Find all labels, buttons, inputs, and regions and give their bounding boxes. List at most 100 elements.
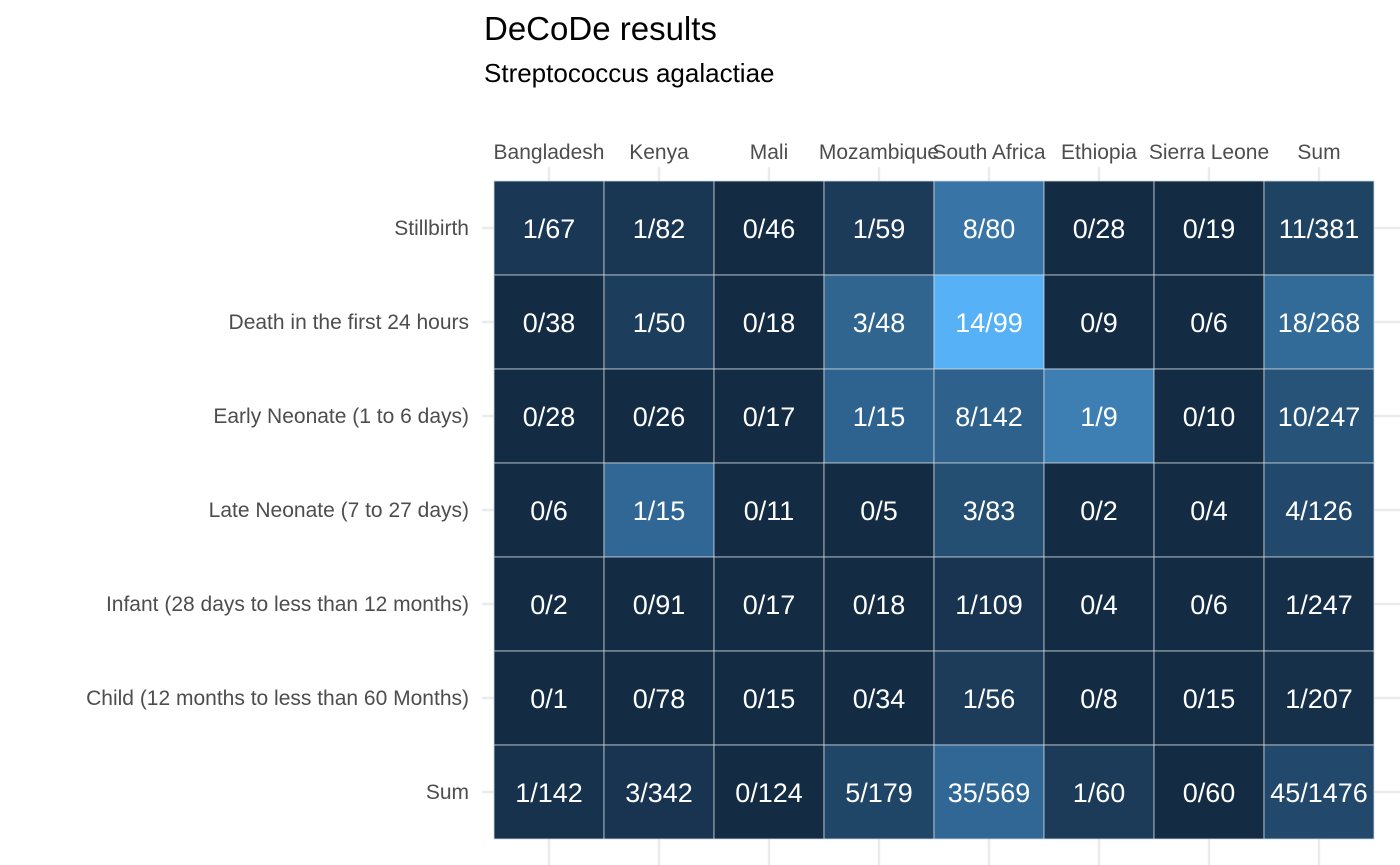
heatmap-cell-rect (1263, 556, 1375, 652)
heatmap-cell-rect (603, 462, 715, 558)
heatmap-cell: 45/1476 (1263, 744, 1375, 840)
heatmap-cell: 1/9 (1043, 368, 1155, 464)
cell-value-label: 0/38 (523, 308, 576, 338)
x-tick-label: Kenya (629, 141, 689, 164)
heatmap-cell-rect (1153, 180, 1265, 276)
heatmap-cell-rect (933, 462, 1045, 558)
chart-title: DeCoDe results (484, 10, 717, 47)
heatmap-cell: 0/34 (823, 650, 935, 746)
cell-value-label: 1/15 (853, 402, 906, 432)
cell-value-label: 1/56 (963, 684, 1016, 714)
heatmap-cell-rect (1153, 744, 1265, 840)
heatmap-cell: 11/381 (1263, 180, 1375, 276)
heatmap-cells: 1/67 1/82 0/46 1/59 8/80 0/28 0/19 11/381 0/38 1/… (493, 180, 1375, 840)
cell-value-label: 4/126 (1285, 496, 1353, 526)
heatmap-cell: 0/18 (823, 556, 935, 652)
heatmap-cell: 0/17 (713, 368, 825, 464)
cell-value-label: 18/268 (1278, 308, 1361, 338)
heatmap-cell: 0/78 (603, 650, 715, 746)
heatmap-cell-rect (933, 650, 1045, 746)
x-tick-label: Sum (1297, 141, 1340, 164)
cell-value-label: 1/15 (633, 496, 686, 526)
heatmap-cell-rect (493, 650, 605, 746)
cell-value-label: 0/60 (1183, 778, 1236, 808)
cell-value-label: 0/124 (735, 778, 803, 808)
heatmap-cell-rect (1263, 744, 1375, 840)
cell-value-label: 45/1476 (1270, 778, 1368, 808)
heatmap-cell-rect (823, 368, 935, 464)
cell-value-label: 0/2 (530, 590, 568, 620)
heatmap-cell-rect (1263, 650, 1375, 746)
cell-value-label: 0/78 (633, 684, 686, 714)
heatmap-cell-rect (603, 274, 715, 370)
heatmap-cell: 0/26 (603, 368, 715, 464)
x-tick-label: Mali (750, 141, 789, 164)
cell-value-label: 0/46 (743, 214, 796, 244)
heatmap-cell: 1/247 (1263, 556, 1375, 652)
heatmap-cell-rect (713, 368, 825, 464)
cell-value-label: 0/6 (530, 496, 568, 526)
cell-value-label: 8/142 (955, 402, 1023, 432)
cell-value-label: 1/67 (523, 214, 576, 244)
heatmap-cell-rect (1043, 180, 1155, 276)
y-tick-label: Late Neonate (7 to 27 days) (209, 499, 469, 522)
heatmap-cell: 0/17 (713, 556, 825, 652)
heatmap-cell: 0/15 (713, 650, 825, 746)
chart-subtitle: Streptococcus agalactiae (484, 58, 775, 88)
cell-value-label: 0/26 (633, 402, 686, 432)
heatmap-cell: 0/4 (1153, 462, 1265, 558)
x-tick-label: Sierra Leone (1149, 141, 1269, 164)
cell-value-label: 0/18 (743, 308, 796, 338)
heatmap-cell: 0/124 (713, 744, 825, 840)
heatmap-cell: 0/91 (603, 556, 715, 652)
cell-value-label: 3/48 (853, 308, 906, 338)
heatmap-cell: 14/99 (933, 274, 1045, 370)
cell-value-label: 0/18 (853, 590, 906, 620)
heatmap-cell: 0/15 (1153, 650, 1265, 746)
heatmap-cell-rect (933, 368, 1045, 464)
y-tick-label: Child (12 months to less than 60 Months) (86, 687, 469, 710)
y-tick-label: Sum (426, 781, 469, 804)
cell-value-label: 3/342 (625, 778, 693, 808)
heatmap-cell: 1/15 (603, 462, 715, 558)
heatmap-cell: 0/5 (823, 462, 935, 558)
heatmap-cell: 0/18 (713, 274, 825, 370)
cell-value-label: 1/207 (1285, 684, 1353, 714)
heatmap-cell: 0/28 (1043, 180, 1155, 276)
heatmap-cell: 1/50 (603, 274, 715, 370)
heatmap-cell: 0/9 (1043, 274, 1155, 370)
cell-value-label: 1/247 (1285, 590, 1353, 620)
heatmap-cell-rect (1043, 462, 1155, 558)
heatmap-cell: 0/10 (1153, 368, 1265, 464)
heatmap-cell-rect (1263, 274, 1375, 370)
y-tick-label: Stillbirth (394, 217, 469, 240)
heatmap-cell: 1/82 (603, 180, 715, 276)
y-tick-labels: Stillbirth Death in the first 24 hours Ear… (86, 217, 469, 804)
heatmap-cell-rect (1043, 556, 1155, 652)
cell-value-label: 0/11 (744, 496, 795, 526)
heatmap-cell-rect (1153, 650, 1265, 746)
heatmap-cell: 0/6 (1153, 556, 1265, 652)
cell-value-label: 14/99 (955, 308, 1023, 338)
heatmap-cell-rect (1263, 462, 1375, 558)
heatmap-cell: 1/67 (493, 180, 605, 276)
heatmap-cell-rect (1153, 368, 1265, 464)
heatmap-cell: 0/2 (1043, 462, 1155, 558)
cell-value-label: 0/17 (743, 402, 796, 432)
heatmap-cell: 1/59 (823, 180, 935, 276)
heatmap-cell-rect (823, 180, 935, 276)
heatmap-cell: 1/15 (823, 368, 935, 464)
cell-value-label: 1/60 (1073, 778, 1126, 808)
cell-value-label: 0/8 (1080, 684, 1118, 714)
heatmap-cell: 4/126 (1263, 462, 1375, 558)
cell-value-label: 0/19 (1183, 214, 1236, 244)
x-tick-label: Mozambique (819, 141, 939, 164)
cell-value-label: 0/6 (1190, 308, 1228, 338)
heatmap-cell: 3/83 (933, 462, 1045, 558)
heatmap-cell: 1/142 (493, 744, 605, 840)
y-tick-label: Early Neonate (1 to 6 days) (213, 405, 469, 428)
heatmap-cell-rect (713, 556, 825, 652)
heatmap-cell-rect (713, 744, 825, 840)
x-tick-label: Bangladesh (494, 141, 605, 164)
